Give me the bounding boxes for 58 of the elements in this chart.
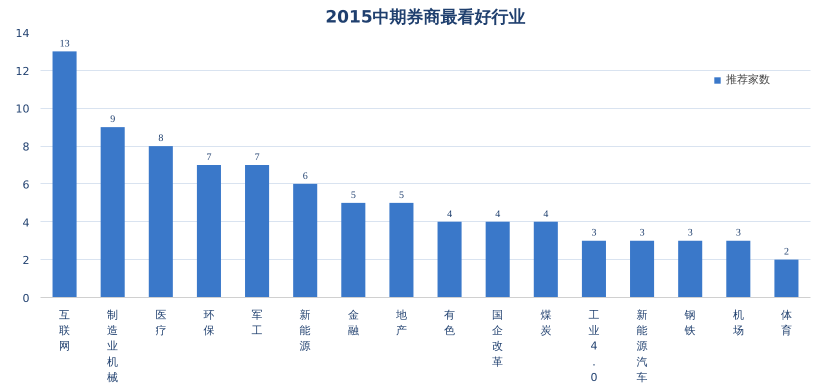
bar: [293, 184, 318, 298]
data-label: 4: [447, 208, 452, 220]
data-label: 3: [688, 228, 693, 239]
data-label: 2: [784, 246, 789, 258]
data-label: 7: [206, 152, 212, 163]
bar: [100, 127, 125, 298]
y-tick-label: 0: [22, 292, 30, 305]
x-tick-label: 有色: [444, 308, 456, 338]
x-tick-label: 国企改革: [492, 308, 504, 368]
x-tick-label: 煤炭: [540, 308, 552, 338]
bar: [341, 202, 366, 298]
x-tick-label: 互联网: [59, 308, 70, 353]
x-tick-label: 金融: [348, 308, 359, 338]
x-tick-label: 地产: [394, 308, 407, 338]
data-label: 4: [543, 208, 548, 220]
data-label: 9: [110, 114, 116, 126]
y-tick-label: 14: [16, 27, 30, 40]
x-tick-label: 新能源汽车: [636, 308, 648, 384]
data-label: 3: [591, 228, 596, 239]
bar: [245, 165, 270, 298]
bar: [630, 240, 654, 298]
x-tick-label: 体育: [780, 308, 792, 338]
data-label: 8: [158, 133, 164, 144]
legend-label: 推荐家数: [726, 72, 770, 87]
y-tick-label: 4: [22, 216, 30, 230]
bar: [582, 240, 606, 298]
x-tick-label: 环保: [203, 308, 214, 338]
data-label: 5: [350, 190, 356, 201]
y-tick-label: 10: [16, 102, 30, 116]
bar: [534, 222, 558, 298]
bar: [486, 222, 510, 298]
data-label: 5: [398, 190, 404, 201]
data-label: 3: [640, 228, 645, 239]
bar: [52, 51, 77, 298]
bar: [148, 146, 173, 298]
y-tick-label: 6: [22, 178, 30, 192]
x-tick-label: 钢铁: [684, 308, 696, 338]
x-tick-label: 医疗: [155, 308, 166, 338]
bar: [774, 260, 798, 298]
y-tick-label: 8: [22, 140, 30, 154]
data-label: 4: [495, 208, 500, 220]
bar: [438, 222, 462, 298]
data-label: 3: [736, 228, 741, 239]
y-tick-label: 12: [16, 64, 30, 78]
data-label: 7: [254, 152, 260, 163]
x-tick-label: 制造业机械: [107, 308, 118, 384]
bar: [726, 240, 750, 298]
x-tick-label: 新能源: [300, 308, 311, 353]
y-tick-label: 2: [22, 254, 30, 268]
x-tick-label: 军工: [252, 308, 263, 338]
x-tick-label: 工业4.0: [588, 308, 600, 384]
data-label: 6: [302, 170, 308, 182]
bar: [389, 202, 414, 298]
chart-title: 2015中期券商最看好行业: [325, 8, 526, 28]
x-tick-label: 机场: [732, 308, 744, 338]
bar: [196, 165, 221, 298]
data-label: 13: [60, 38, 70, 50]
bar: [678, 240, 702, 298]
